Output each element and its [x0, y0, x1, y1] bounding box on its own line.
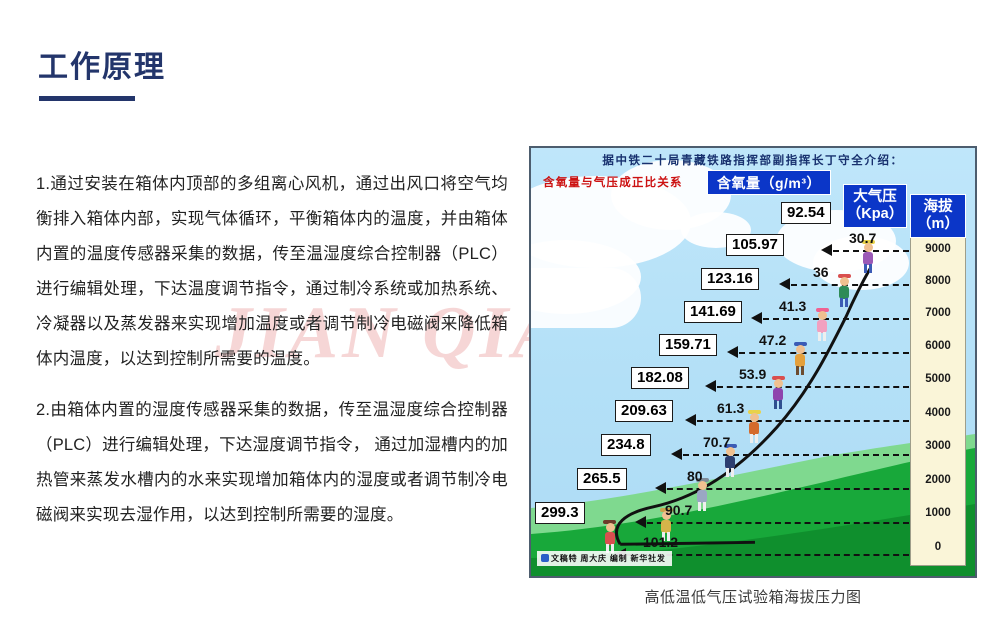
- altitude-scale: 9000 8000 7000 6000 5000 4000 3000 2000 …: [910, 236, 966, 566]
- altitude-tick: 9000: [925, 243, 951, 255]
- pressure-arrow-line: [647, 522, 909, 524]
- paragraph-2: 2.由箱体内置的湿度传感器采集的数据，传至温湿度综合控制器（PLC）进行编辑处理…: [36, 401, 508, 524]
- oxygen-value-box: 182.08: [631, 367, 689, 389]
- pressure-value: 61.3: [717, 400, 745, 416]
- oxygen-value-box: 123.16: [701, 268, 759, 290]
- infographic-credit: 文稿特 周大庆 编制 新华社发: [537, 551, 672, 566]
- infographic-headline: 据中铁二十局青藏铁路指挥部副指挥长丁守全介绍：: [602, 155, 904, 167]
- pressure-arrow-head: [671, 448, 682, 460]
- pressure-arrow-line: [627, 554, 909, 556]
- pressure-arrow-line: [791, 284, 909, 286]
- altitude-tick: 1000: [925, 507, 951, 519]
- figure-caption: 高低温低气压试验箱海拔压力图: [644, 589, 862, 606]
- altitude-tick: 6000: [925, 340, 951, 352]
- oxygen-value-box: 234.8: [601, 434, 651, 456]
- pressure-arrow-head: [705, 380, 716, 392]
- credit-text: 文稿特 周大庆 编制 新华社发: [551, 554, 666, 563]
- oxygen-value-box: 299.3: [535, 502, 585, 524]
- paragraph-1: 1.通过安装在箱体内顶部的多组离心风机，通过出风口将空气均衡排入箱体内部，实现气…: [36, 174, 508, 368]
- pressure-arrow-line: [697, 420, 909, 422]
- pressure-arrow-head: [779, 278, 790, 290]
- pressure-value: 53.9: [739, 366, 767, 382]
- altitude-tick: 4000: [925, 407, 951, 419]
- oxygen-value-box: 105.97: [726, 234, 784, 256]
- pressure-value: 36: [813, 264, 829, 280]
- altitude-tick: 2000: [925, 474, 951, 486]
- oxygen-value-box: 141.69: [684, 301, 742, 323]
- pressure-arrow-head: [751, 312, 762, 324]
- pressure-value: 80: [687, 468, 703, 484]
- pressure-arrow-head: [685, 414, 696, 426]
- pressure-arrow-line: [739, 352, 909, 354]
- altitude-tick: 5000: [925, 373, 951, 385]
- infographic-subline: 含氧量与气压成正比关系: [543, 177, 683, 189]
- page-title: 工作原理: [38, 51, 166, 84]
- pressure-value: 41.3: [779, 298, 807, 314]
- pressure-value: 47.2: [759, 332, 787, 348]
- pressure-arrow-head: [655, 482, 666, 494]
- pressure-value: 70.7: [703, 434, 731, 450]
- pressure-arrow-head: [821, 244, 832, 256]
- pressure-arrow-line: [717, 386, 909, 388]
- title-underline-rule: [39, 96, 135, 101]
- cloud-shape: [531, 268, 641, 328]
- oxygen-value-box: 265.5: [577, 468, 627, 490]
- pressure-value: 30.7: [849, 230, 877, 246]
- oxygen-value-box: 159.71: [659, 334, 717, 356]
- oxygen-value-box: 209.63: [615, 400, 673, 422]
- pressure-value: 101.2: [643, 534, 679, 550]
- pressure-value: 90.7: [665, 502, 693, 518]
- oxygen-value-box: 92.54: [781, 202, 831, 224]
- legend-altitude-label: 海拔 （m）: [910, 194, 966, 238]
- altitude-tick: 3000: [925, 440, 951, 452]
- legend-oxygen-label: 含氧量（g/m³）: [707, 170, 831, 195]
- credit-logo-icon: [541, 554, 549, 562]
- altitude-tick: 0: [934, 541, 942, 553]
- body-copy: 1.通过安装在箱体内顶部的多组离心风机，通过出风口将空气均衡排入箱体内部，实现气…: [36, 150, 508, 550]
- altitude-tick: 7000: [925, 307, 951, 319]
- infographic-image: 据中铁二十局青藏铁路指挥部副指挥长丁守全介绍： 含氧量与气压成正比关系 含氧量（…: [529, 146, 977, 578]
- pressure-arrow-head: [635, 516, 646, 528]
- altitude-tick: 8000: [925, 275, 951, 287]
- pressure-arrow-line: [763, 318, 909, 320]
- pressure-arrow-line: [683, 454, 909, 456]
- pressure-arrow-head: [727, 346, 738, 358]
- legend-pressure-label: 大气压 （Kpa）: [843, 184, 907, 228]
